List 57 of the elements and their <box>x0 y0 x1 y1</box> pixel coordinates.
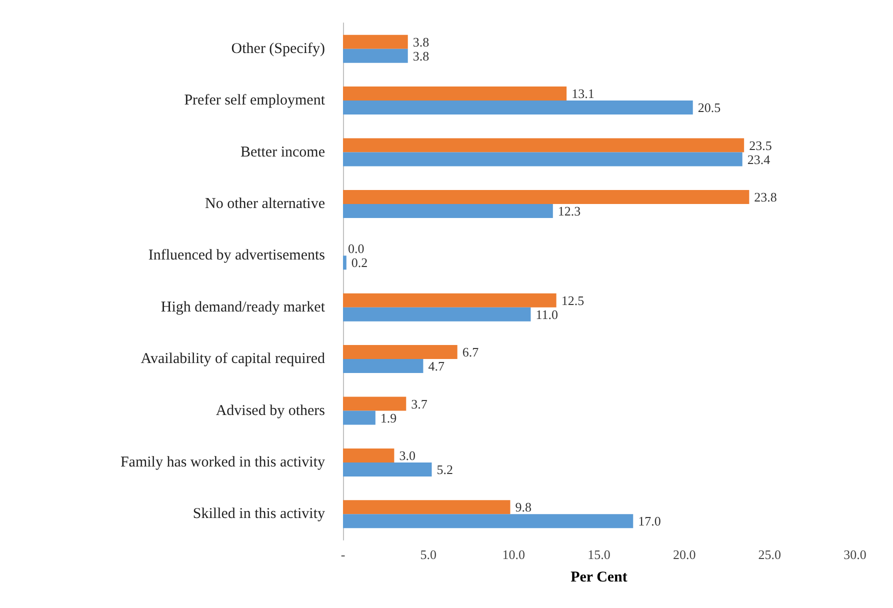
bar <box>343 48 408 63</box>
bar <box>343 500 510 514</box>
data-label: 3.0 <box>399 448 416 463</box>
bar <box>343 307 531 322</box>
bar <box>343 256 346 270</box>
y-tick-label: Advised by others <box>216 402 326 419</box>
y-tick-label: Other (Specify) <box>231 40 325 57</box>
data-label: 12.3 <box>558 203 581 218</box>
data-label: 9.8 <box>515 500 532 515</box>
bar <box>343 100 693 115</box>
y-tick-label: No other alternative <box>205 196 326 212</box>
y-tick-label: Better income <box>240 144 326 160</box>
data-label: 11.0 <box>536 306 558 322</box>
data-label: 1.9 <box>380 410 397 426</box>
data-label: 3.8 <box>412 34 430 50</box>
bar <box>343 204 553 218</box>
bar <box>343 448 394 462</box>
y-tick-label: Family has worked in this activity <box>120 454 326 470</box>
x-tick-label: 30.0 <box>844 547 866 562</box>
bar <box>343 138 744 152</box>
x-tick-label: - <box>340 547 346 562</box>
data-label: 13.1 <box>572 86 594 102</box>
data-label: 3.7 <box>411 396 428 412</box>
y-tick-label: Prefer self employment <box>184 92 326 109</box>
data-label: 23.8 <box>754 189 777 204</box>
x-tick-label: 20.0 <box>672 547 696 562</box>
data-label: 23.5 <box>749 138 772 153</box>
x-tick-label: 25.0 <box>758 547 782 562</box>
data-label: 0.0 <box>348 241 364 256</box>
bar <box>343 514 634 528</box>
bar <box>343 86 567 101</box>
bar <box>343 462 432 476</box>
y-tick-label: Availability of capital required <box>140 351 326 368</box>
bar <box>343 345 458 360</box>
bar <box>343 359 424 374</box>
data-label: 3.8 <box>412 48 430 64</box>
data-label: 6.7 <box>462 344 480 360</box>
data-label: 23.4 <box>747 152 771 167</box>
data-label: 4.7 <box>428 358 445 374</box>
y-tick-label: Skilled in this activity <box>192 506 326 522</box>
bar <box>343 410 376 425</box>
x-tick-label: 5.0 <box>420 547 436 562</box>
x-axis-title: Per Cent <box>570 570 628 586</box>
data-label: 0.2 <box>351 255 368 270</box>
data-label: 5.2 <box>436 462 453 477</box>
bar <box>343 152 742 166</box>
data-label: 17.0 <box>638 514 661 529</box>
data-label: 20.5 <box>698 100 721 116</box>
bar <box>343 396 406 411</box>
y-tick-label: High demand/ready market <box>160 299 326 316</box>
bar <box>343 293 556 308</box>
y-tick-label: Influenced by advertisements <box>148 248 326 264</box>
bar <box>343 190 750 204</box>
x-tick-label: 15.0 <box>588 547 610 562</box>
bar <box>343 34 408 49</box>
x-tick-label: 10.0 <box>502 547 526 562</box>
data-label: 12.5 <box>561 292 584 308</box>
